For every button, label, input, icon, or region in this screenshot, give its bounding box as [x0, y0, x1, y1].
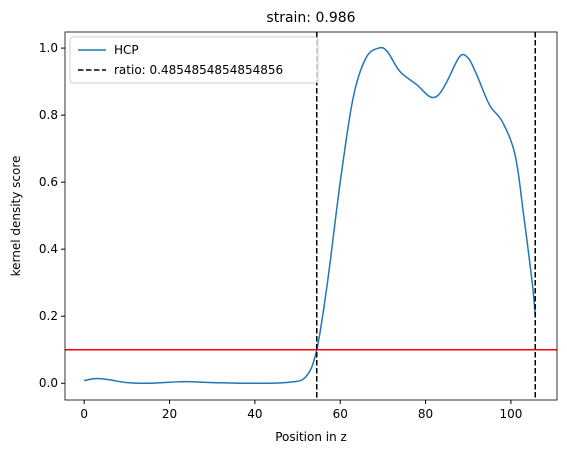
plot-frame [64, 31, 558, 401]
x-axis-label: Position in z [275, 430, 347, 444]
y-tick-label: 0.6 [39, 175, 58, 189]
chart-title: strain: 0.986 [266, 10, 355, 26]
x-tick-label: 80 [418, 407, 433, 421]
legend-label: HCP [114, 43, 139, 57]
x-tick-label: 40 [247, 407, 262, 421]
x-tick-label: 20 [162, 407, 177, 421]
y-tick-label: 0.0 [39, 376, 58, 390]
y-tick-label: 0.8 [39, 108, 58, 122]
y-axis-label: kernel density score [9, 156, 23, 277]
legend-label: ratio: 0.4854854854854856 [114, 63, 283, 77]
x-tick-label: 100 [499, 407, 522, 421]
y-tick-label: 1.0 [39, 41, 58, 55]
legend-box [69, 36, 319, 84]
y-tick-label: 0.2 [39, 309, 58, 323]
x-tick-label: 60 [333, 407, 348, 421]
x-tick-label: 0 [80, 407, 88, 421]
line [84, 46, 536, 385]
y-tick-label: 0.4 [39, 242, 58, 256]
